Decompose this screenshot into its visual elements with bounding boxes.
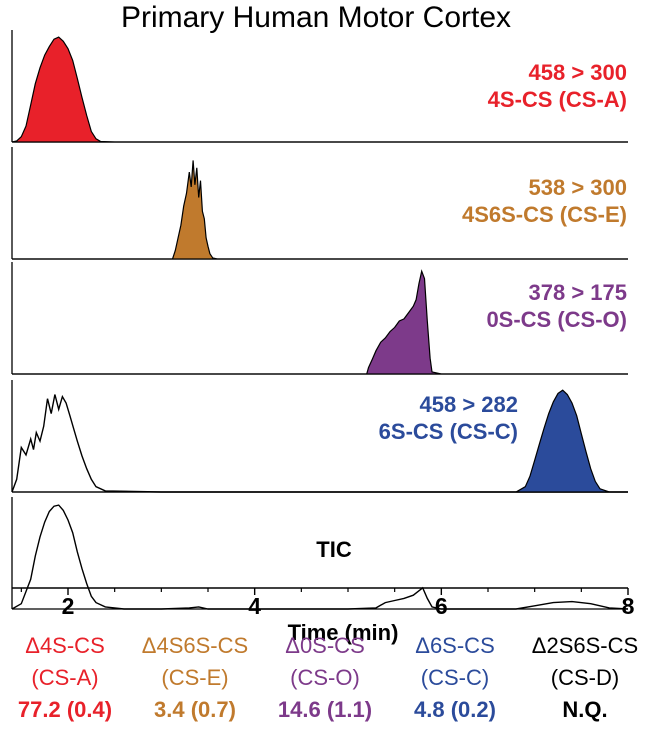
chart-title: Primary Human Motor Cortex [121,1,511,34]
legend-entry-cs-d: Δ2S6S-CS (CS-D) N.Q. [520,630,650,726]
legend-name: Δ6S-CS [415,633,495,658]
x-tick-label: 2 [62,593,75,619]
legend-value: 77.2 (0.4) [17,697,113,722]
panel-compound-label: 4S6S-CS (CS-E) [462,202,627,227]
peak-area [11,36,628,143]
legend-value: N.Q. [562,697,608,722]
panel-compound-label: 6S-CS (CS-C) [379,419,518,444]
x-tick-label: 6 [435,593,448,619]
x-axis: 2 4 6 8 [12,587,635,619]
peak-area [12,389,628,493]
panel-transition-label: 458 > 300 [529,60,627,85]
legend-name: Δ4S6S-CS [141,633,249,658]
peak-area [12,160,628,260]
legend-entry-cs-o: Δ0S-CS (CS-O) 14.6 (1.1) [260,630,390,726]
panel-transition-label: TIC [316,537,352,562]
x-axis-label: Time (min) [288,620,399,645]
legend-value: 3.4 (0.7) [154,697,236,722]
legend-value: 4.8 (0.2) [414,697,496,722]
legend-abbr: (CS-O) [290,665,360,690]
x-tick-label: 4 [248,593,261,619]
x-tick-label: 8 [622,593,635,619]
abundance-legend: Δ4S-CS (CS-A) 77.2 (0.4) Δ4S6S-CS (CS-E)… [0,630,650,756]
trace-line [11,504,629,610]
panel-compound-label: 0S-CS (CS-O) [486,307,627,332]
legend-entry-cs-c: Δ6S-CS (CS-C) 4.8 (0.2) [390,630,520,726]
legend-name: Δ0S-CS [285,633,365,658]
peak-area [12,269,628,375]
legend-name: Δ2S6S-CS [531,633,639,658]
panel-transition-label: 538 > 300 [529,175,627,200]
legend-abbr: (CS-D) [550,665,620,690]
legend-abbr: (CS-A) [31,665,99,690]
legend-value: 14.6 (1.1) [277,697,373,722]
panel-transition-label: 458 > 282 [420,392,518,417]
panel-tic: TIC [11,497,629,610]
legend-name: Δ4S-CS [25,633,105,658]
legend-entry-cs-e: Δ4S6S-CS (CS-E) 3.4 (0.7) [130,630,260,726]
legend-abbr: (CS-E) [161,665,229,690]
panel-compound-label: 4S-CS (CS-A) [488,87,627,112]
legend-entry-cs-a: Δ4S-CS (CS-A) 77.2 (0.4) [0,630,130,726]
legend-abbr: (CS-C) [420,665,490,690]
panel-transition-label: 378 > 175 [529,280,627,305]
